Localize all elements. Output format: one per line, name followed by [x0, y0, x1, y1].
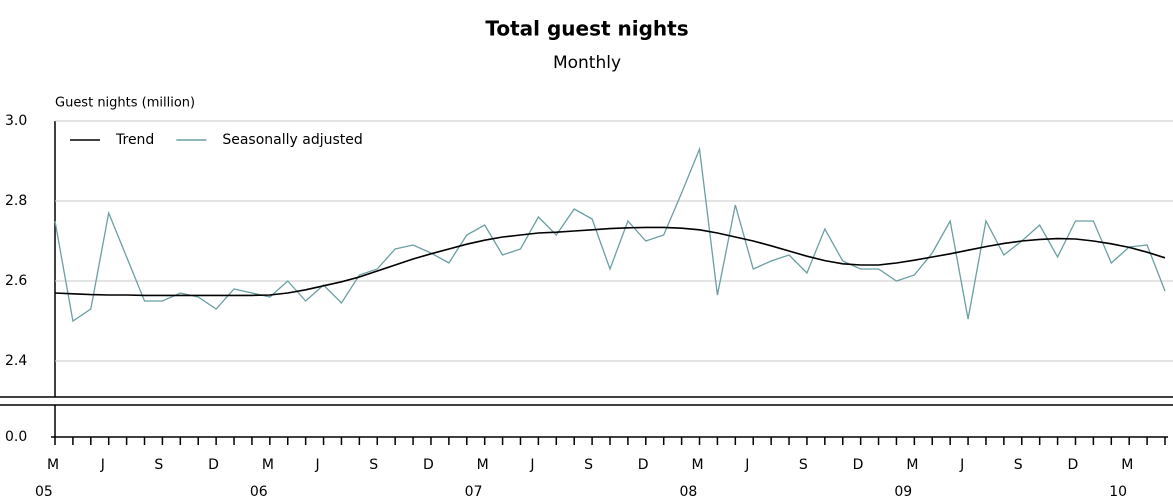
x-tick-label: J — [315, 457, 320, 473]
legend-label: Seasonally adjusted — [222, 132, 362, 148]
x-year-label: 06 — [250, 484, 268, 500]
x-tick-label: M — [906, 457, 918, 473]
series-line — [54, 226, 1166, 297]
x-year-label: 05 — [35, 484, 53, 500]
y-tick-label: 0.0 — [5, 429, 27, 445]
x-tick-label: M — [477, 457, 489, 473]
x-tick-label: M — [47, 457, 59, 473]
y-tick-label: 3.0 — [5, 113, 27, 129]
x-tick-label: S — [584, 457, 593, 473]
x-tick-label: J — [959, 457, 964, 473]
y-tick-label: 2.8 — [5, 193, 27, 209]
x-year-label: 10 — [1109, 484, 1127, 500]
x-tick-label: D — [208, 457, 219, 473]
x-year-label: 08 — [680, 484, 698, 500]
y-tick-label: 2.6 — [5, 273, 27, 289]
x-tick-label: M — [692, 457, 704, 473]
x-tick-label: S — [1014, 457, 1023, 473]
y-axis-label: Guest nights (million) — [55, 96, 195, 111]
x-tick-label: D — [1067, 457, 1078, 473]
x-year-label: 09 — [894, 484, 912, 500]
y-tick-label: 2.4 — [5, 353, 27, 369]
x-tick-label: J — [529, 457, 534, 473]
legend-label: Trend — [115, 132, 154, 148]
x-tick-label: J — [100, 457, 105, 473]
chart-subtitle: Monthly — [553, 53, 621, 73]
x-tick-label: M — [262, 457, 274, 473]
x-tick-label: S — [369, 457, 378, 473]
x-tick-label: M — [1121, 457, 1133, 473]
chart-title: Total guest nights — [485, 17, 688, 41]
x-tick-label: D — [853, 457, 864, 473]
x-tick-label: S — [154, 457, 163, 473]
x-tick-label: S — [799, 457, 808, 473]
x-tick-label: J — [744, 457, 749, 473]
x-tick-label: D — [638, 457, 649, 473]
x-tick-label: D — [423, 457, 434, 473]
x-year-label: 07 — [465, 484, 483, 500]
series-line — [54, 146, 1166, 323]
